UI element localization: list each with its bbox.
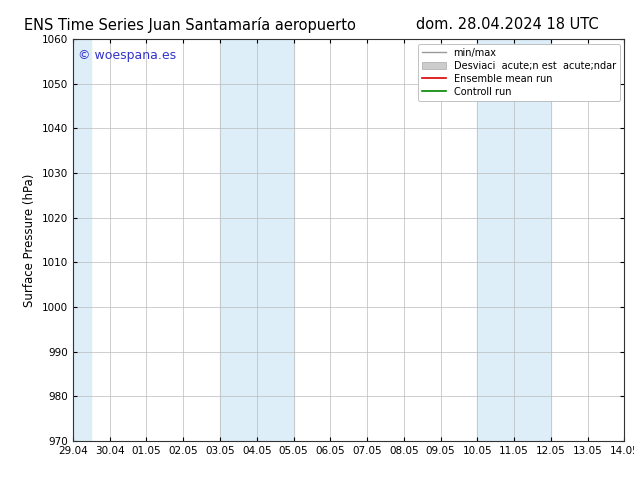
Bar: [73, 39, 91, 441]
Bar: [477, 39, 551, 441]
Text: © woespana.es: © woespana.es: [79, 49, 176, 62]
Bar: [220, 39, 294, 441]
Legend: min/max, Desviaci  acute;n est  acute;ndar, Ensemble mean run, Controll run: min/max, Desviaci acute;n est acute;ndar…: [418, 44, 619, 100]
Text: ENS Time Series Juan Santamaría aeropuerto: ENS Time Series Juan Santamaría aeropuer…: [24, 17, 356, 33]
Y-axis label: Surface Pressure (hPa): Surface Pressure (hPa): [23, 173, 36, 307]
Text: dom. 28.04.2024 18 UTC: dom. 28.04.2024 18 UTC: [416, 17, 598, 32]
